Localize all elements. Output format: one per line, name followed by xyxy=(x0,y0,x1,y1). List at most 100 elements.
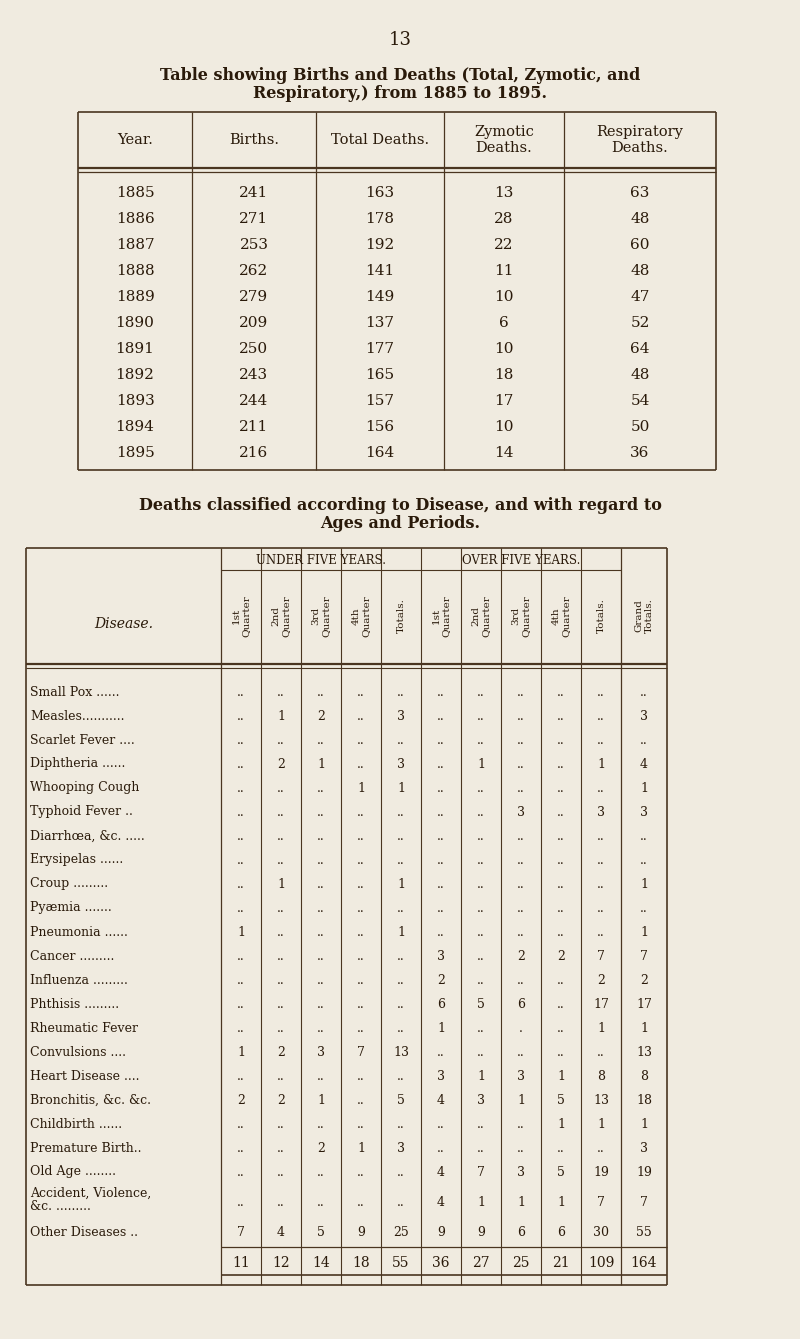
Text: 1: 1 xyxy=(237,1046,245,1059)
Text: ..: .. xyxy=(397,734,405,747)
Text: 3: 3 xyxy=(640,806,648,818)
Text: ..: .. xyxy=(517,710,525,723)
Text: ..: .. xyxy=(237,710,245,723)
Text: ..: .. xyxy=(517,901,525,915)
Text: 8: 8 xyxy=(597,1070,605,1082)
Text: ..: .. xyxy=(437,925,445,939)
Text: ..: .. xyxy=(357,829,365,842)
Text: 3: 3 xyxy=(397,758,405,770)
Text: ..: .. xyxy=(477,949,485,963)
Text: Respiratory,) from 1885 to 1895.: Respiratory,) from 1885 to 1895. xyxy=(253,86,547,103)
Text: ..: .. xyxy=(237,758,245,770)
Text: Influenza .........: Influenza ......... xyxy=(30,973,128,987)
Text: 7: 7 xyxy=(357,1046,365,1059)
Text: ..: .. xyxy=(277,1196,285,1209)
Text: ..: .. xyxy=(357,806,365,818)
Text: 60: 60 xyxy=(630,238,650,252)
Text: 3: 3 xyxy=(397,710,405,723)
Text: ..: .. xyxy=(237,734,245,747)
Text: ..: .. xyxy=(437,853,445,866)
Text: 211: 211 xyxy=(239,420,269,434)
Text: ..: .. xyxy=(477,710,485,723)
Text: 36: 36 xyxy=(432,1256,450,1269)
Text: 64: 64 xyxy=(630,341,650,356)
Text: Premature Birth..: Premature Birth.. xyxy=(30,1142,142,1154)
Text: 1891: 1891 xyxy=(115,341,154,356)
Text: ..: .. xyxy=(597,853,605,866)
Text: ..: .. xyxy=(597,1142,605,1154)
Text: ..: .. xyxy=(237,806,245,818)
Text: ..: .. xyxy=(557,686,565,699)
Text: 5: 5 xyxy=(477,998,485,1011)
Text: ..: .. xyxy=(277,853,285,866)
Text: 3: 3 xyxy=(317,1046,325,1059)
Text: ..: .. xyxy=(237,829,245,842)
Text: 13: 13 xyxy=(389,31,411,50)
Text: ..: .. xyxy=(397,829,405,842)
Text: 1st
Quarter: 1st Quarter xyxy=(431,595,450,637)
Text: ..: .. xyxy=(437,758,445,770)
Text: ..: .. xyxy=(640,686,648,699)
Text: ..: .. xyxy=(640,829,648,842)
Text: ..: .. xyxy=(237,1196,245,1209)
Text: ..: .. xyxy=(557,806,565,818)
Text: ..: .. xyxy=(517,734,525,747)
Text: 2nd
Quarter: 2nd Quarter xyxy=(471,595,490,637)
Text: ..: .. xyxy=(357,1094,365,1106)
Text: 13: 13 xyxy=(636,1046,652,1059)
Text: 10: 10 xyxy=(494,341,514,356)
Text: Pneumonia ......: Pneumonia ...... xyxy=(30,925,128,939)
Text: ..: .. xyxy=(357,710,365,723)
Text: 271: 271 xyxy=(239,212,269,226)
Text: 12: 12 xyxy=(272,1256,290,1269)
Text: 1: 1 xyxy=(237,925,245,939)
Text: ..: .. xyxy=(237,1070,245,1082)
Text: 262: 262 xyxy=(239,264,269,279)
Text: 1: 1 xyxy=(597,1022,605,1035)
Text: ..: .. xyxy=(437,1118,445,1130)
Text: ..: .. xyxy=(517,973,525,987)
Text: ..: .. xyxy=(357,1022,365,1035)
Text: 1: 1 xyxy=(397,925,405,939)
Text: 1: 1 xyxy=(640,1118,648,1130)
Text: Other Diseases ..: Other Diseases .. xyxy=(30,1225,138,1239)
Text: 3: 3 xyxy=(640,710,648,723)
Text: ..: .. xyxy=(277,686,285,699)
Text: 3: 3 xyxy=(437,1070,445,1082)
Text: ..: .. xyxy=(517,1046,525,1059)
Text: ..: .. xyxy=(597,925,605,939)
Text: ..: .. xyxy=(397,686,405,699)
Text: 2: 2 xyxy=(317,1142,325,1154)
Text: ..: .. xyxy=(277,973,285,987)
Text: Measles...........: Measles........... xyxy=(30,710,125,723)
Text: Phthisis .........: Phthisis ......... xyxy=(30,998,119,1011)
Text: 4: 4 xyxy=(437,1165,445,1178)
Text: 1894: 1894 xyxy=(115,420,154,434)
Text: 18: 18 xyxy=(352,1256,370,1269)
Text: ..: .. xyxy=(477,686,485,699)
Text: Ages and Periods.: Ages and Periods. xyxy=(320,516,480,533)
Text: 13: 13 xyxy=(494,186,514,200)
Text: 279: 279 xyxy=(239,291,269,304)
Text: 8: 8 xyxy=(640,1070,648,1082)
Text: ..: .. xyxy=(477,782,485,794)
Text: ..: .. xyxy=(477,853,485,866)
Text: ..: .. xyxy=(477,734,485,747)
Text: ..: .. xyxy=(237,998,245,1011)
Text: 7: 7 xyxy=(477,1165,485,1178)
Text: ..: .. xyxy=(317,998,325,1011)
Text: ..: .. xyxy=(397,1118,405,1130)
Text: ..: .. xyxy=(357,853,365,866)
Text: ..: .. xyxy=(277,1142,285,1154)
Text: Small Pox ......: Small Pox ...... xyxy=(30,686,119,699)
Text: 2: 2 xyxy=(640,973,648,987)
Text: ..: .. xyxy=(277,949,285,963)
Text: ..: .. xyxy=(317,782,325,794)
Text: ..: .. xyxy=(477,1046,485,1059)
Text: 4: 4 xyxy=(640,758,648,770)
Text: 178: 178 xyxy=(366,212,394,226)
Text: ..: .. xyxy=(557,925,565,939)
Text: ..: .. xyxy=(557,901,565,915)
Text: 192: 192 xyxy=(366,238,394,252)
Text: 7: 7 xyxy=(640,949,648,963)
